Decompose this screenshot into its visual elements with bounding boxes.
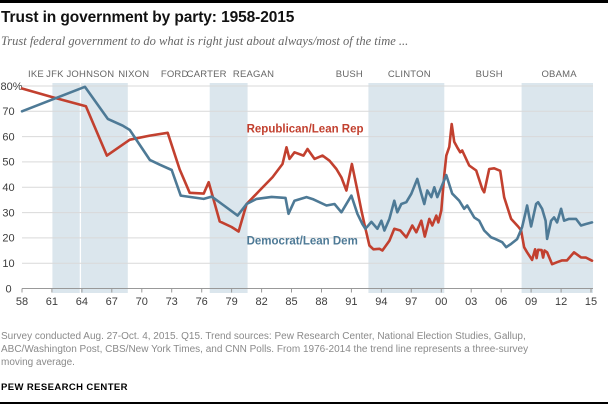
x-tick-label: 97 [405, 296, 417, 308]
x-tick-label: 91 [345, 296, 357, 308]
y-tick-label: 10 [2, 258, 14, 270]
y-tick-label: 80% [0, 81, 22, 93]
x-tick-label: 58 [16, 296, 28, 308]
chart-subtitle: Trust federal government to do what is r… [1, 34, 409, 48]
republican-line [20, 87, 594, 266]
x-tick-label: 67 [106, 296, 118, 308]
x-tick-label: 76 [196, 296, 208, 308]
source-attribution: PEW RESEARCH CENTER [1, 382, 128, 393]
president-label: IKE [28, 69, 44, 80]
president-label: REAGAN [233, 69, 274, 80]
y-tick-label: 70 [2, 106, 14, 118]
x-tick-label: 15 [585, 296, 597, 308]
president-label: CLINTON [388, 69, 431, 80]
chart-title: Trust in government by party: 1958-2015 [1, 9, 295, 26]
x-tick-label: 88 [315, 296, 327, 308]
y-tick-label: 0 [5, 283, 11, 295]
president-label: BUSH [476, 69, 503, 80]
x-tick-label: 06 [495, 296, 507, 308]
x-tick-label: 61 [46, 296, 58, 308]
x-tick-label: 03 [465, 296, 477, 308]
x-tick-label: 70 [136, 296, 148, 308]
x-tick-label: 94 [375, 296, 387, 308]
president-label: JOHNSON [66, 69, 114, 80]
y-tick-label: 20 [2, 233, 14, 245]
top-rule [0, 0, 608, 3]
president-label: JFK [46, 69, 64, 80]
x-tick-label: 85 [285, 296, 297, 308]
y-tick-label: 60 [2, 131, 14, 143]
x-tick-label: 79 [225, 296, 237, 308]
x-tick-label: 82 [255, 296, 267, 308]
y-tick-label: 40 [2, 182, 14, 194]
democrat-series-label: Democrat/Lean Dem [247, 235, 358, 247]
bottom-rule [0, 402, 608, 404]
democrat-line [20, 85, 594, 249]
x-tick-label: 00 [435, 296, 447, 308]
x-tick-label: 64 [76, 296, 88, 308]
democratic-president-band [209, 83, 248, 293]
x-tick-label: 09 [525, 296, 537, 308]
y-tick-label: 50 [2, 157, 14, 169]
democratic-president-band [368, 83, 445, 293]
president-label: FORD [161, 69, 189, 80]
president-label: BUSH [336, 69, 363, 80]
republican-series-label: Republican/Lean Rep [247, 124, 364, 136]
x-tick-label: 12 [555, 296, 567, 308]
methodology-note: Survey conducted Aug. 27-Oct. 4, 2015. Q… [1, 331, 529, 369]
president-label: NIXON [118, 69, 149, 80]
y-tick-label: 30 [2, 207, 14, 219]
president-label: OBAMA [541, 69, 577, 80]
president-label: CARTER [187, 69, 227, 80]
x-tick-label: 73 [166, 296, 178, 308]
